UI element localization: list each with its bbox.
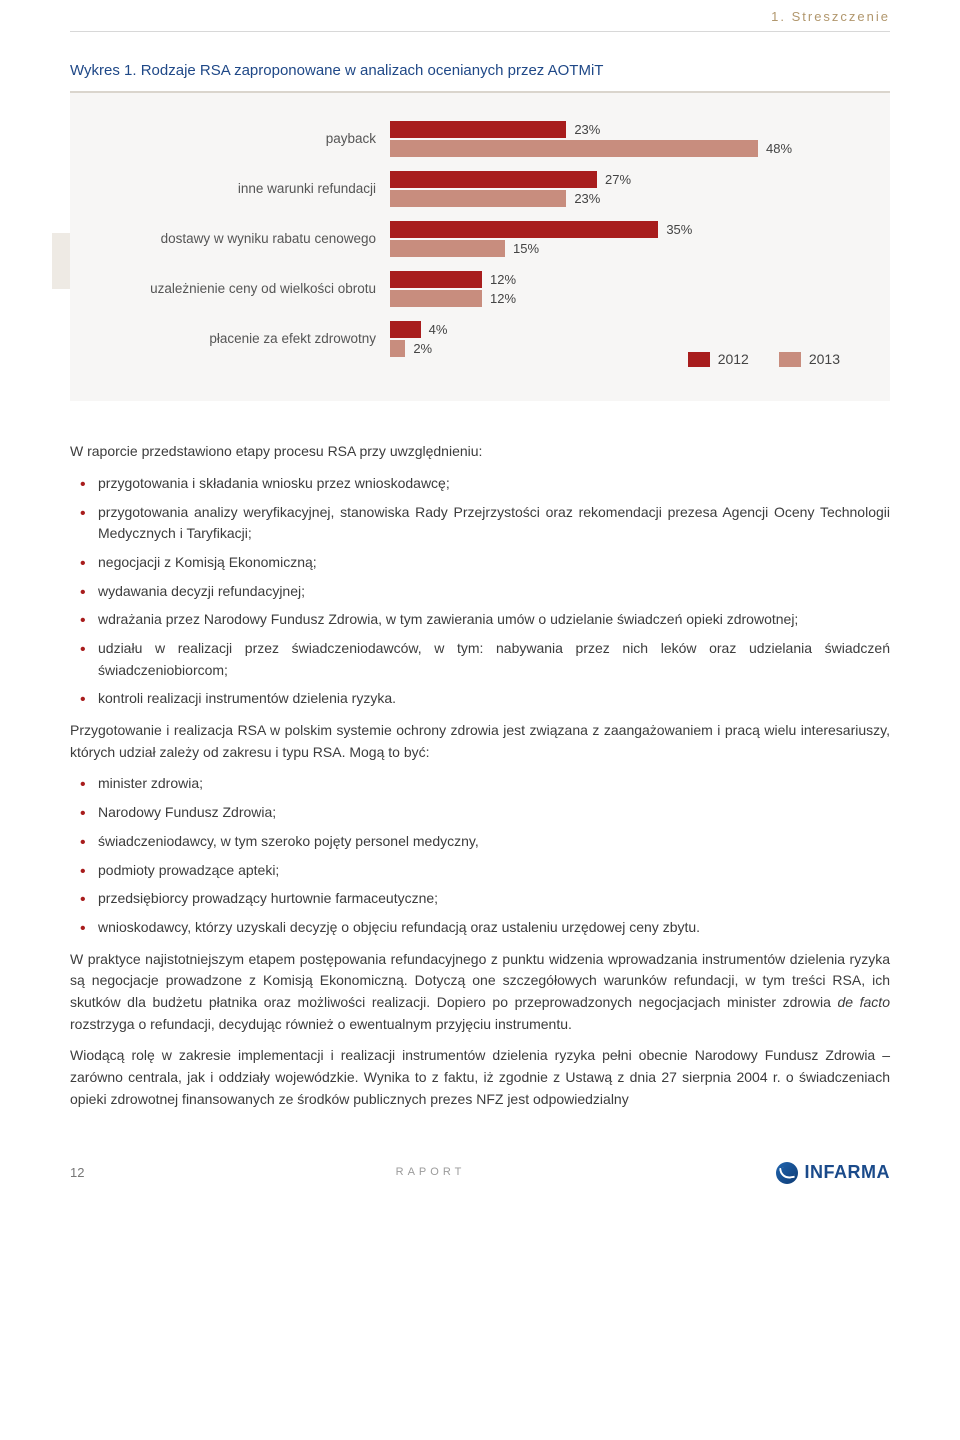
chart-bar: 12% (390, 290, 482, 307)
chart-bar: 2% (390, 340, 405, 357)
bullet-item: minister zdrowia; (98, 773, 890, 795)
chart-bar: 48% (390, 140, 758, 157)
side-tab (52, 233, 70, 289)
bullet-item: wdrażania przez Narodowy Fundusz Zdrowia… (98, 609, 890, 631)
paragraph-3: W praktyce najistotniejszym etapem postę… (70, 949, 890, 1036)
chart-bars: 35% 15% (390, 221, 850, 257)
chart-row: dostawy w wyniku rabatu cenowego35%15% (110, 221, 850, 257)
intro-paragraph: W raporcie przedstawiono etapy procesu R… (70, 441, 890, 463)
chart-category-label: dostawy w wyniku rabatu cenowego (110, 221, 390, 257)
brand-logo-text: INFARMA (804, 1160, 890, 1185)
bullet-list-1: przygotowania i składania wniosku przez … (70, 473, 890, 710)
chart-bar: 35% (390, 221, 658, 238)
chart-legend: 2012 2013 (688, 350, 840, 370)
chart-row: payback23%48% (110, 121, 850, 157)
bullet-item: kontroli realizacji instrumentów dzielen… (98, 688, 890, 710)
chart-bar-value: 48% (758, 140, 792, 157)
chart-bars: 23% 48% (390, 121, 850, 157)
chart-bar-value: 27% (597, 171, 631, 188)
bullet-item: przygotowania analizy weryfikacyjnej, st… (98, 502, 890, 545)
paragraph-4: Wiodącą rolę w zakresie implementacji i … (70, 1045, 890, 1110)
chart-bars: 12%12% (390, 271, 850, 307)
page-footer: 12 RAPORT INFARMA (0, 1120, 960, 1205)
bullet-item: negocjacji z Komisją Ekonomiczną; (98, 552, 890, 574)
chart-bar-value: 4% (421, 321, 448, 338)
brand-logo-icon (776, 1162, 798, 1184)
bullet-item: przedsiębiorcy prowadzący hurtownie farm… (98, 888, 890, 910)
bullet-item: świadczeniodawcy, w tym szeroko pojęty p… (98, 831, 890, 853)
chart-bars: 27% 23% (390, 171, 850, 207)
chart-row: inne warunki refundacji27%23% (110, 171, 850, 207)
brand-logo: INFARMA (776, 1160, 890, 1185)
chart-bar-value: 35% (658, 221, 692, 238)
bullet-item: wydawania decyzji refundacyjnej; (98, 581, 890, 603)
legend-label: 2013 (809, 350, 840, 370)
chart-row: uzależnienie ceny od wielkości obrotu12%… (110, 271, 850, 307)
bullet-list-2: minister zdrowia; Narodowy Fundusz Zdrowi… (70, 773, 890, 938)
chart-bar: 23% (390, 190, 566, 207)
legend-swatch (779, 352, 801, 367)
chart-bar-value: 15% (505, 240, 539, 257)
bullet-item: wnioskodawcy, którzy uzyskali decyzję o … (98, 917, 890, 939)
chart-bar-value: 12% (482, 271, 516, 288)
chart-bar: 4% (390, 321, 421, 338)
bullet-item: udziału w realizacji przez świadczenioda… (98, 638, 890, 681)
footer-label: RAPORT (396, 1165, 466, 1180)
chart-bar: 27% (390, 171, 597, 188)
chart-bar-value: 2% (405, 340, 432, 357)
bullet-item: podmioty prowadzące apteki; (98, 860, 890, 882)
bullet-item: Narodowy Fundusz Zdrowia; (98, 802, 890, 824)
chart-bar: 23% (390, 121, 566, 138)
legend-item: 2013 (779, 350, 840, 370)
chart-bar: 15% (390, 240, 505, 257)
chart-category-label: inne warunki refundacji (110, 171, 390, 207)
legend-item: 2012 (688, 350, 749, 370)
chart-bar-value: 12% (482, 290, 516, 307)
chart-category-label: płacenie za efekt zdrowotny (110, 321, 390, 357)
section-header: 1. Streszczenie (70, 0, 890, 32)
chart-bar: 12% (390, 271, 482, 288)
chart-container: payback23%48%inne warunki refundacji27%2… (70, 91, 890, 401)
legend-swatch (688, 352, 710, 367)
page-number: 12 (70, 1164, 84, 1182)
bullet-item: przygotowania i składania wniosku przez … (98, 473, 890, 495)
chart-bar-value: 23% (566, 190, 600, 207)
body-text: W raporcie przedstawiono etapy procesu R… (70, 441, 890, 1110)
chart-bar-value: 23% (566, 121, 600, 138)
chart-category-label: payback (110, 121, 390, 157)
chart-title: Wykres 1. Rodzaje RSA zaproponowane w an… (70, 60, 890, 81)
legend-label: 2012 (718, 350, 749, 370)
chart-category-label: uzależnienie ceny od wielkości obrotu (110, 271, 390, 307)
paragraph-2: Przygotowanie i realizacja RSA w polskim… (70, 720, 890, 763)
